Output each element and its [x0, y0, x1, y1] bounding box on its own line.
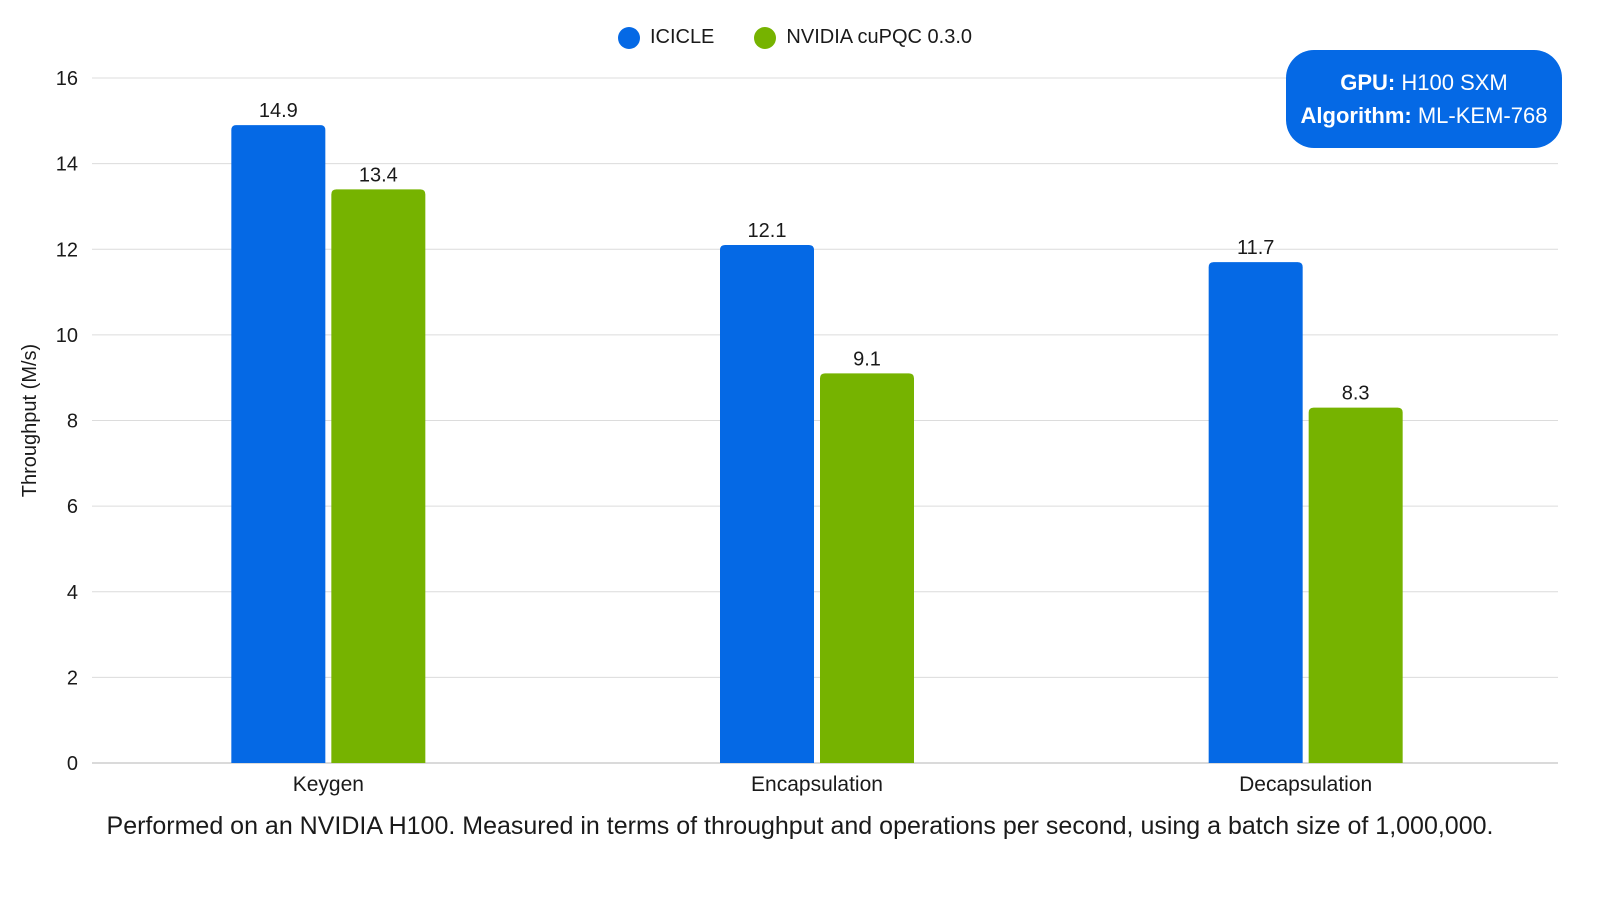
x-tick-label: Decapsulation	[1239, 773, 1372, 796]
bar	[720, 244, 814, 763]
legend-item-icicle[interactable]: ICICLE	[617, 26, 715, 49]
legend-swatch-icicle	[617, 26, 640, 49]
algorithm-label: Algorithm:	[1300, 103, 1412, 128]
data-label: 9.1	[853, 348, 881, 370]
chart-footnote: Performed on an NVIDIA H100. Measured in…	[106, 812, 1494, 840]
data-label: 12.1	[748, 220, 787, 242]
test-config-badge: GPU: H100 SXM Algorithm: ML-KEM-768	[1286, 50, 1562, 148]
data-label: 13.4	[359, 164, 398, 186]
y-tick-label: 2	[67, 667, 78, 689]
legend-swatch-cupqc	[754, 26, 777, 49]
y-tick-label: 10	[56, 325, 78, 347]
y-tick-label: 16	[56, 68, 78, 90]
data-label: 8.3	[1342, 383, 1370, 405]
y-tick-label: 14	[56, 154, 78, 176]
data-label: 11.7	[1237, 237, 1274, 259]
bar	[820, 373, 914, 763]
legend-item-cupqc[interactable]: NVIDIA cuPQC 0.3.0	[754, 26, 972, 49]
bar	[331, 189, 426, 763]
data-label: 14.9	[259, 100, 298, 122]
y-tick-label: 6	[67, 496, 78, 518]
y-tick-label: 0	[67, 753, 78, 775]
y-axis-label: Throughput (M/s)	[19, 344, 41, 497]
algorithm-value: ML-KEM-768	[1417, 103, 1548, 128]
bar	[1308, 407, 1403, 763]
bar	[1208, 262, 1303, 763]
algorithm-line: Algorithm: ML-KEM-768	[1301, 99, 1548, 132]
gpu-label: GPU:	[1340, 70, 1396, 95]
y-tick-label: 8	[67, 411, 78, 433]
x-tick-label: Encapsulation	[751, 773, 883, 796]
x-tick-label: Keygen	[293, 773, 364, 796]
chart-legend: ICICLE NVIDIA cuPQC 0.3.0	[0, 26, 1595, 49]
legend-label-icicle: ICICLE	[649, 26, 715, 48]
legend-label-cupqc: NVIDIA cuPQC 0.3.0	[786, 26, 973, 48]
gpu-line: GPU: H100 SXM	[1340, 66, 1508, 99]
y-tick-label: 12	[56, 239, 78, 261]
y-tick-label: 4	[67, 582, 78, 604]
bar	[231, 125, 326, 763]
gpu-value: H100 SXM	[1401, 70, 1508, 95]
